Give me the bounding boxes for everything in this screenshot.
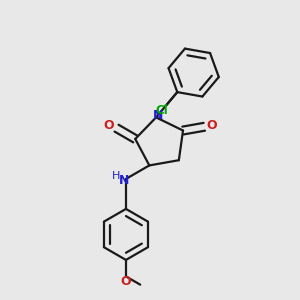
Text: O: O	[206, 119, 217, 132]
Text: N: N	[119, 174, 130, 187]
Text: N: N	[152, 110, 163, 122]
Text: O: O	[121, 275, 131, 288]
Text: Cl: Cl	[156, 103, 169, 116]
Text: H: H	[112, 171, 120, 181]
Text: O: O	[104, 119, 114, 132]
